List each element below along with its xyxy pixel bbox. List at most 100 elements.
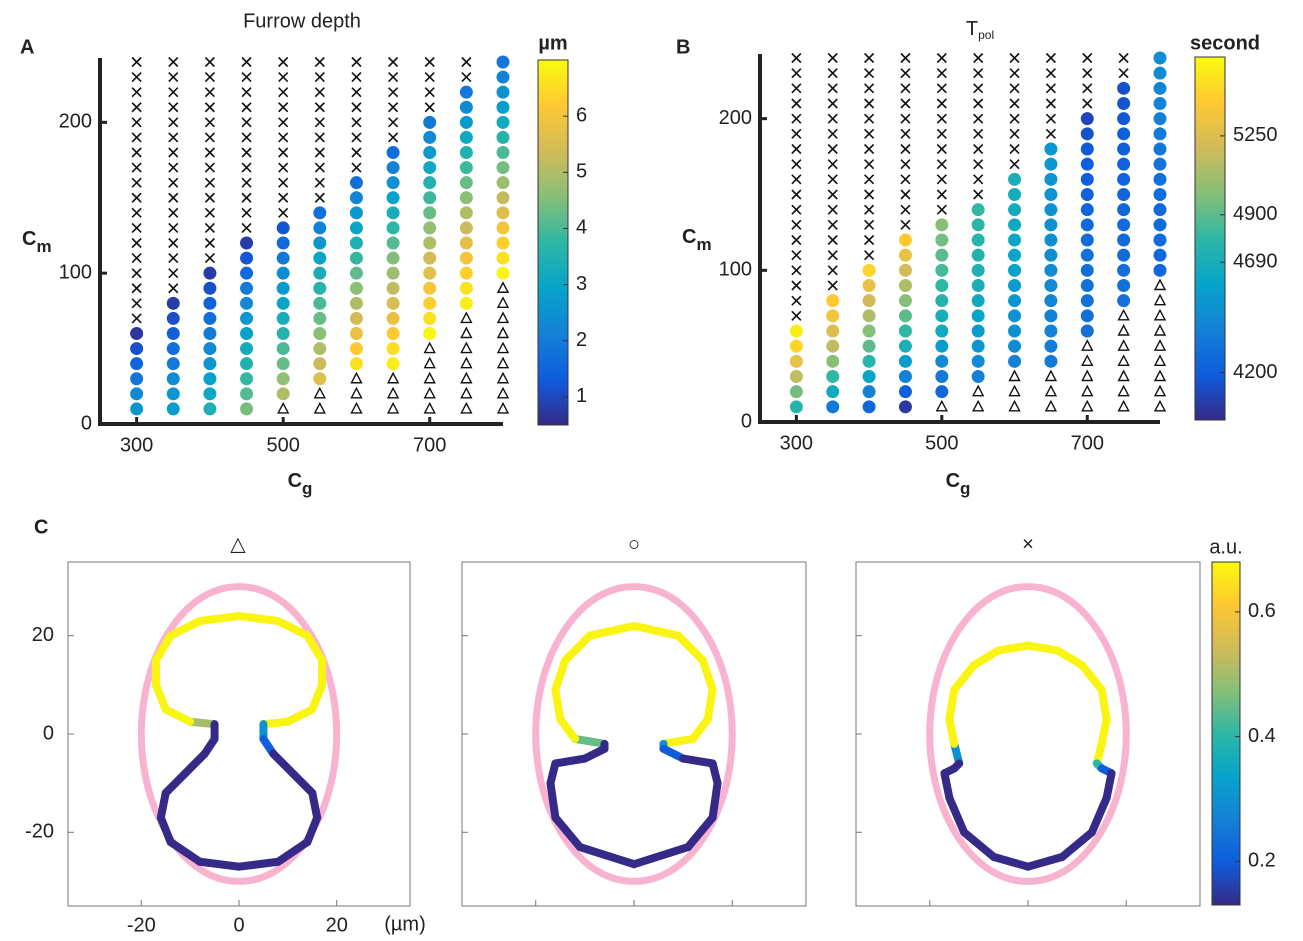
membrane-segment	[303, 631, 327, 665]
circle-marker	[1080, 203, 1094, 217]
triangle-marker	[1153, 308, 1167, 321]
triangle-marker	[460, 341, 473, 354]
circle-marker	[862, 309, 876, 323]
circle-marker	[203, 342, 217, 356]
cross-marker	[827, 265, 838, 276]
shell	[137, 583, 341, 885]
membrane-segment	[166, 616, 204, 640]
circle-marker	[1008, 248, 1022, 262]
cross-marker	[314, 87, 325, 98]
circle-marker	[240, 251, 254, 265]
cross-marker	[388, 132, 399, 143]
membrane-segment	[674, 631, 707, 665]
triangle-marker	[1117, 384, 1130, 397]
circle-marker	[1117, 172, 1131, 186]
membrane-segment	[274, 838, 312, 866]
triangle-marker	[1153, 369, 1167, 382]
circle-marker	[935, 294, 949, 308]
circle-marker	[423, 221, 437, 235]
cross-marker	[864, 159, 875, 170]
y-tick-label: -20	[25, 821, 54, 843]
circle-marker	[349, 251, 363, 265]
circle-marker	[862, 294, 876, 308]
circle-marker	[386, 221, 400, 235]
circle-marker	[1080, 279, 1094, 292]
x-tick-label: 0	[233, 914, 244, 936]
triangle-marker	[1081, 384, 1094, 397]
circle-marker	[203, 387, 217, 401]
membrane-segment	[688, 715, 712, 743]
circle-marker	[130, 402, 144, 416]
cross-marker	[168, 56, 179, 68]
circle-marker	[496, 176, 510, 190]
membrane-segment	[283, 705, 317, 726]
cross-marker	[936, 143, 947, 155]
circle-marker	[240, 296, 254, 310]
circle-marker	[789, 400, 803, 414]
y-axis-label: Cm	[682, 226, 712, 254]
membrane-segment	[1097, 715, 1111, 748]
cross-marker	[388, 102, 399, 113]
circle-marker	[1044, 279, 1058, 292]
cross-marker	[1045, 98, 1056, 109]
cross-marker	[388, 87, 399, 98]
circle-marker	[789, 339, 803, 353]
x-axis-label-sub: g	[960, 479, 970, 498]
membrane-segment	[546, 779, 560, 822]
cross-marker	[1082, 52, 1093, 64]
circle-marker	[423, 266, 437, 280]
circle-marker	[826, 400, 840, 414]
circle-marker	[203, 402, 217, 416]
cross-marker	[278, 162, 289, 173]
triangle-marker	[1008, 399, 1021, 412]
circle-marker	[826, 324, 840, 338]
cross-marker	[131, 237, 142, 249]
cross-marker	[900, 204, 911, 215]
circle-marker	[898, 294, 912, 308]
cross-marker	[827, 83, 838, 94]
cross-marker	[314, 177, 325, 188]
circle-marker	[276, 251, 290, 265]
cross-marker	[241, 147, 252, 158]
circle-marker	[1153, 66, 1167, 80]
circle-marker	[826, 294, 840, 308]
circle-marker	[203, 327, 217, 340]
membrane-segment	[950, 759, 964, 773]
cross-marker	[131, 147, 142, 158]
triangle-marker	[460, 311, 473, 324]
cross-marker	[168, 237, 179, 249]
cross-marker	[791, 98, 802, 109]
circle-marker	[349, 236, 363, 250]
circle-marker	[276, 342, 290, 356]
circle-marker	[1044, 203, 1058, 217]
circle-marker	[1080, 218, 1094, 232]
cross-marker	[168, 283, 179, 294]
circle-marker	[349, 311, 363, 325]
circle-marker	[459, 266, 473, 280]
cross-marker	[791, 219, 802, 230]
y-tick-label: 200	[719, 107, 752, 129]
circle-marker	[166, 327, 180, 340]
circle-marker	[386, 176, 400, 190]
circle-marker	[1044, 188, 1058, 201]
circle-marker	[1008, 172, 1022, 186]
plot-frame	[461, 561, 807, 907]
triangle-marker	[1153, 293, 1167, 306]
circle-marker	[496, 70, 510, 84]
cross-marker	[168, 192, 179, 203]
circle-marker	[1008, 294, 1022, 308]
cross-marker	[278, 207, 289, 218]
colorbar-tick-label: 1	[576, 385, 587, 407]
cross-marker	[973, 83, 984, 94]
circle-marker	[276, 266, 290, 280]
circle-marker	[971, 370, 985, 383]
cross-marker	[351, 132, 362, 143]
circle-marker	[935, 385, 949, 399]
cross-marker	[900, 189, 911, 200]
membrane-segment	[166, 838, 204, 866]
circle-marker	[1044, 294, 1058, 308]
triangle-marker	[1081, 399, 1094, 412]
cross-marker	[351, 87, 362, 98]
cross-marker	[351, 72, 362, 83]
